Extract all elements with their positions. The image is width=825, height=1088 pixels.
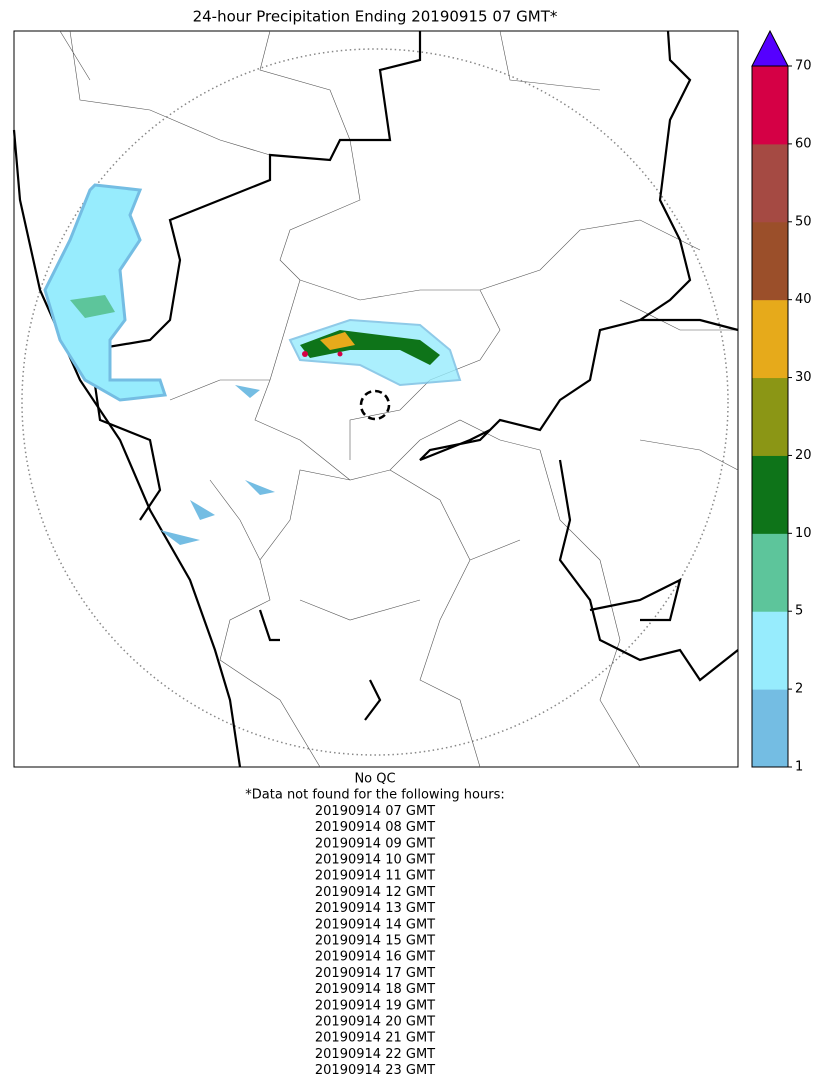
color-band: [752, 611, 788, 690]
note-line: 20190914 17 GMT: [315, 966, 435, 981]
note-line: 20190914 21 GMT: [315, 1031, 435, 1046]
note-line: 20190914 07 GMT: [315, 804, 435, 819]
color-band: [752, 66, 788, 145]
color-band: [752, 143, 788, 223]
note-line: 20190914 23 GMT: [315, 1063, 435, 1078]
note-line: 20190914 13 GMT: [315, 901, 435, 916]
note-line: 20190914 19 GMT: [315, 998, 435, 1013]
note-line: 20190914 14 GMT: [315, 917, 435, 932]
note-line: 20190914 16 GMT: [315, 950, 435, 965]
note-line: No QC: [354, 772, 395, 787]
color-band: [752, 689, 788, 768]
note-line: 20190914 20 GMT: [315, 1015, 435, 1030]
tick-label: 1: [795, 760, 803, 775]
tick-label: 50: [795, 214, 812, 229]
map-title: 24-hour Precipitation Ending 20190915 07…: [193, 8, 558, 26]
tick-label: 40: [795, 292, 812, 307]
note-line: 20190914 10 GMT: [315, 853, 435, 868]
note-line: 20190914 15 GMT: [315, 934, 435, 949]
note-line: 20190914 12 GMT: [315, 885, 435, 900]
color-band: [752, 455, 788, 534]
note-line: 20190914 22 GMT: [315, 1047, 435, 1062]
tick-label: 10: [795, 526, 812, 541]
tick-label: 30: [795, 370, 812, 385]
note-line: 20190914 18 GMT: [315, 982, 435, 997]
extend-arrow: [751, 29, 789, 67]
note-line: 20190914 08 GMT: [315, 820, 435, 835]
note-line: 20190914 11 GMT: [315, 869, 435, 884]
color-band: [752, 299, 788, 379]
radar-range: [21, 48, 729, 756]
color-band: [752, 533, 788, 612]
note-line: 20190914 09 GMT: [315, 836, 435, 851]
colorbar-frame: [751, 65, 789, 768]
color-band: [752, 377, 788, 456]
map: [12, 30, 739, 768]
tick-label: 20: [795, 448, 812, 463]
tick-label: 2: [795, 682, 803, 697]
notes: No QC*Data not found for the following h…: [245, 772, 504, 1079]
tick-label: 70: [795, 59, 812, 74]
precipitation: [43, 183, 462, 545]
note-line: *Data not found for the following hours:: [245, 788, 504, 803]
radar-site: [359, 389, 391, 421]
colorbar: 1 2 5 10 20 30 40 50 60 70: [751, 29, 812, 775]
tick-label: 5: [795, 604, 803, 619]
tick-label: 60: [795, 136, 812, 151]
color-band: [752, 221, 788, 301]
